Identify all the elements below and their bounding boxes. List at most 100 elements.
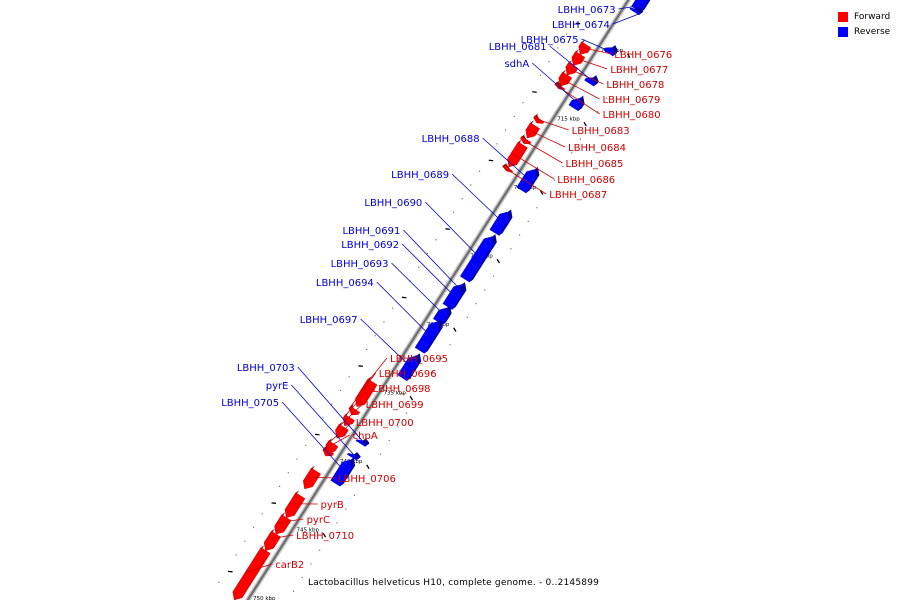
- minor-tick: [518, 234, 521, 236]
- label-leader: [451, 173, 506, 226]
- gene-label-LBHH_0679[interactable]: LBHH_0679: [603, 95, 661, 106]
- gene-arrow-pyrC[interactable]: [274, 512, 292, 535]
- gene-label-LBHH_0684[interactable]: LBHH_0684: [568, 143, 626, 154]
- gene-arrow-LBHH_0710[interactable]: [263, 528, 281, 551]
- minor-tick: [496, 143, 498, 145]
- gene-label-LBHH_0675[interactable]: LBHH_0675: [521, 35, 579, 46]
- minor-tick: [331, 403, 333, 405]
- legend: Forward Reverse: [838, 9, 890, 39]
- label-leader: [581, 38, 615, 54]
- legend-reverse-label: Reverse: [854, 26, 891, 37]
- minor-tick: [597, 111, 599, 113]
- minor-tick: [287, 472, 289, 474]
- major-tick: [626, 53, 631, 58]
- minor-tick: [336, 522, 338, 524]
- gene-label-LBHH_0678[interactable]: LBHH_0678: [606, 80, 664, 91]
- tick-label: 735 kbp: [383, 390, 406, 396]
- gene-label-LBHH_0677[interactable]: LBHH_0677: [610, 65, 668, 76]
- minor-tick: [379, 453, 382, 455]
- gene-label-LBHH_0706[interactable]: LBHH_0706: [338, 474, 396, 485]
- minor-tick: [440, 357, 442, 359]
- major-tick: [496, 258, 500, 264]
- gene-label-LBHH_0694[interactable]: LBHH_0694: [316, 278, 374, 289]
- minor-tick: [484, 289, 486, 291]
- label-leader: [325, 421, 353, 446]
- gene-label-LBHH_0681[interactable]: LBHH_0681: [489, 42, 547, 53]
- major-tick: [453, 327, 457, 332]
- gene-arrow-pyrB[interactable]: [284, 490, 306, 518]
- gene-label-LBHH_0680[interactable]: LBHH_0680: [603, 110, 661, 121]
- minor-tick: [562, 165, 564, 168]
- label-leader: [359, 357, 388, 392]
- label-leader: [558, 77, 600, 100]
- gene-label-LBHH_0692[interactable]: LBHH_0692: [341, 240, 399, 251]
- minor-tick: [605, 97, 608, 99]
- label-leader: [578, 46, 612, 55]
- gene-arrow-LBHH_0677[interactable]: [571, 49, 586, 66]
- label-leader: [511, 152, 555, 180]
- gene-arrow-LBHH_0689[interactable]: [489, 209, 513, 236]
- gene-label-pyrC[interactable]: pyrC: [307, 515, 330, 526]
- gene-label-LBHH_0695[interactable]: LBHH_0695: [390, 354, 448, 365]
- minor-tick: [527, 220, 529, 222]
- gene-arrow-LBHH_0678[interactable]: [565, 59, 579, 76]
- minor-tick: [432, 371, 434, 373]
- gene-label-pyrE[interactable]: pyrE: [266, 381, 289, 392]
- gene-label-LBHH_0691[interactable]: LBHH_0691: [342, 226, 400, 237]
- gene-label-LBHH_0687[interactable]: LBHH_0687: [549, 190, 607, 201]
- gene-arrow-LBHH_0697[interactable]: [397, 353, 422, 382]
- gene-label-LBHH_0673[interactable]: LBHH_0673: [558, 5, 616, 16]
- minor-tick: [348, 376, 350, 378]
- gene-arrow-carB2[interactable]: [232, 545, 271, 600]
- label-leader: [549, 45, 596, 84]
- gene-label-chpA[interactable]: chpA: [353, 431, 378, 442]
- gene-arrow-LBHH_0684[interactable]: [525, 120, 541, 139]
- label-leader: [335, 403, 363, 431]
- gene-arrow-LBHH_0674[interactable]: [629, 6, 644, 16]
- gene-label-sdhA[interactable]: sdhA: [504, 59, 529, 70]
- gene-label-LBHH_0700[interactable]: LBHH_0700: [356, 418, 414, 429]
- gene-label-LBHH_0683[interactable]: LBHH_0683: [572, 126, 630, 137]
- gene-label-LBHH_0689[interactable]: LBHH_0689: [391, 170, 449, 181]
- minor-tick: [539, 74, 541, 76]
- minor-tick: [301, 577, 303, 579]
- label-leader: [342, 387, 370, 420]
- label-leader: [360, 318, 415, 371]
- gene-label-LBHH_0690[interactable]: LBHH_0690: [364, 198, 422, 209]
- gene-label-LBHH_0697[interactable]: LBHH_0697: [300, 315, 358, 326]
- gene-arrow-LBHH_0687[interactable]: [502, 162, 514, 173]
- gene-label-LBHH_0693[interactable]: LBHH_0693: [331, 259, 389, 270]
- label-leader: [281, 401, 348, 475]
- gene-label-LBHH_0686[interactable]: LBHH_0686: [557, 175, 615, 186]
- gene-label-LBHH_0696[interactable]: LBHH_0696: [379, 369, 437, 380]
- gene-arrow-sdhA[interactable]: [568, 95, 585, 112]
- gene-label-pyrB[interactable]: pyrB: [321, 500, 344, 511]
- gene-label-LBHH_0703[interactable]: LBHH_0703: [237, 363, 295, 374]
- gene-arrow-LBHH_0690[interactable]: [459, 234, 497, 283]
- label-leader: [297, 366, 367, 446]
- minor-tick: [296, 458, 298, 460]
- minor-tick: [579, 138, 582, 140]
- gene-label-carB2[interactable]: carB2: [275, 560, 304, 571]
- gene-label-LBHH_0676[interactable]: LBHH_0676: [614, 50, 672, 61]
- minor-tick: [623, 70, 625, 72]
- major-tick: [583, 121, 587, 127]
- label-leader: [276, 518, 304, 524]
- gene-label-LBHH_0710[interactable]: LBHH_0710: [296, 531, 354, 542]
- gene-label-LBHH_0698[interactable]: LBHH_0698: [373, 384, 431, 395]
- gene-arrow-LBHH_0694[interactable]: [414, 319, 443, 354]
- gene-labels: LBHH_0673 LBHH_0674 LBHH_0675 LBHH_0676 LBHH…: [221, 4, 672, 573]
- minor-tick: [492, 275, 495, 277]
- gene-arrow-LBHH_0706[interactable]: [302, 465, 321, 490]
- legend-forward-label: Forward: [854, 11, 891, 22]
- genome-caption: Lactobacillus helveticus H10, complete g…: [308, 578, 600, 588]
- gene-label-LBHH_0705[interactable]: LBHH_0705: [221, 398, 279, 409]
- minor-tick: [353, 494, 356, 497]
- gene-arrows: [232, 0, 651, 600]
- gene-label-LBHH_0674[interactable]: LBHH_0674: [552, 20, 610, 31]
- gene-arrow-LBHH_0686[interactable]: [507, 139, 528, 168]
- gene-arrow-LBHH_0705[interactable]: [330, 457, 356, 487]
- gene-label-LBHH_0699[interactable]: LBHH_0699: [366, 400, 424, 411]
- gene-label-LBHH_0685[interactable]: LBHH_0685: [565, 159, 623, 170]
- gene-label-LBHH_0688[interactable]: LBHH_0688: [422, 134, 480, 145]
